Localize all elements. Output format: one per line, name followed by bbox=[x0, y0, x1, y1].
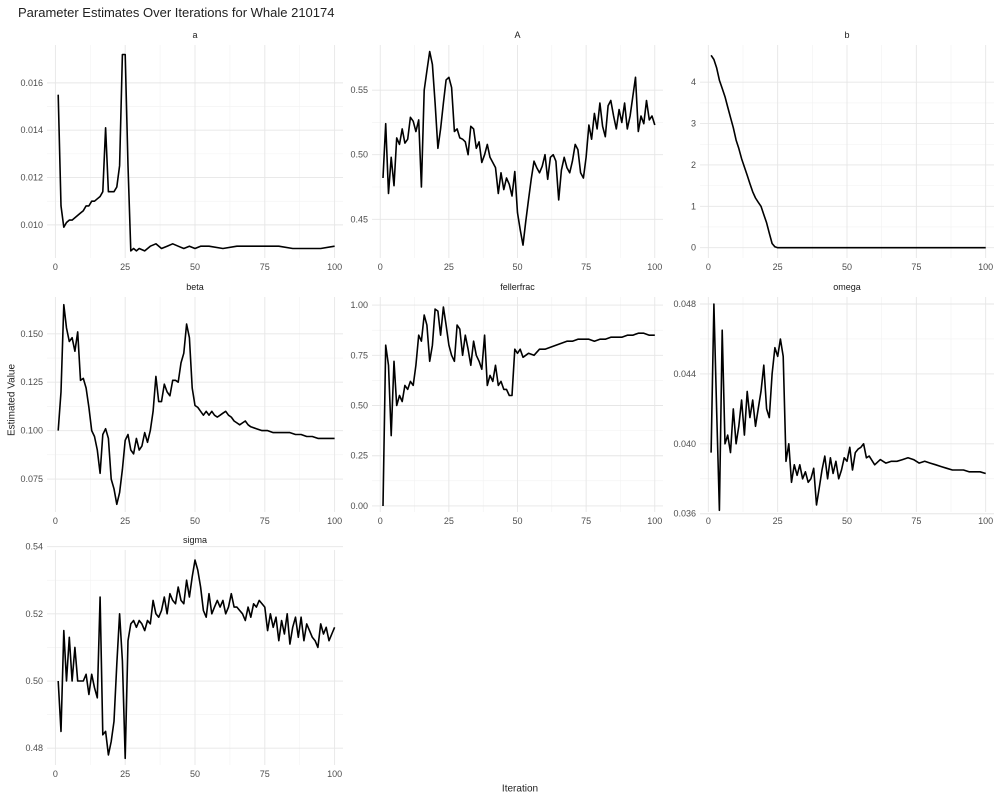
y-tick-label: 0.00 bbox=[350, 501, 368, 511]
panel-title: beta bbox=[186, 282, 204, 292]
y-tick-label: 0.125 bbox=[20, 377, 43, 387]
y-tick-label: 0.48 bbox=[25, 743, 43, 753]
x-tick-label: 0 bbox=[53, 262, 58, 272]
panel-beta: 0 25 50 75 100 0.075 0.100 0.125 0.150 beta bbox=[20, 282, 343, 526]
x-tick-label: 50 bbox=[512, 262, 522, 272]
x-tick-label: 25 bbox=[120, 516, 130, 526]
panel-b: 0 25 50 75 100 0 1 2 3 4 b bbox=[691, 30, 994, 272]
x-axis-label: Iteration bbox=[501, 783, 539, 795]
y-tick-label: 0.75 bbox=[350, 350, 368, 360]
y-tick-label: 0.150 bbox=[20, 329, 43, 339]
series-line-b bbox=[710, 54, 986, 249]
y-tick-label: 0.014 bbox=[20, 125, 43, 135]
y-tick-label: 0.044 bbox=[673, 369, 696, 379]
panel-title: b bbox=[844, 30, 849, 40]
series-line-beta bbox=[57, 303, 335, 506]
x-tick-label: 50 bbox=[512, 516, 522, 526]
y-tick-label: 0.50 bbox=[350, 150, 368, 160]
y-tick-label: 0.012 bbox=[20, 173, 43, 183]
panel-title: fellerfrac bbox=[500, 282, 535, 292]
x-tick-label: 25 bbox=[773, 262, 783, 272]
chart-title: Parameter Estimates Over Iterations for … bbox=[18, 5, 335, 20]
x-tick-label: 50 bbox=[190, 262, 200, 272]
y-tick-label: 0.016 bbox=[20, 78, 43, 88]
x-tick-label: 0 bbox=[706, 262, 711, 272]
x-tick-label: 75 bbox=[581, 262, 591, 272]
y-tick-label: 0.52 bbox=[25, 609, 43, 619]
series-line-fellerfrac bbox=[382, 306, 655, 507]
x-tick-label: 50 bbox=[842, 262, 852, 272]
y-tick-label: 1.00 bbox=[350, 300, 368, 310]
panel-title: a bbox=[192, 30, 197, 40]
y-tick-label: 0.50 bbox=[25, 676, 43, 686]
y-tick-label: 0.55 bbox=[350, 85, 368, 95]
x-tick-label: 100 bbox=[327, 516, 342, 526]
y-tick-label: 0.075 bbox=[20, 474, 43, 484]
x-tick-label: 50 bbox=[190, 516, 200, 526]
series-line-a bbox=[57, 53, 335, 252]
x-tick-label: 100 bbox=[647, 516, 662, 526]
panel-fellerfrac: 0 25 50 75 100 0.00 0.25 0.50 0.75 1.00 fellerfrac bbox=[350, 282, 663, 526]
x-tick-label: 25 bbox=[444, 516, 454, 526]
panel-title: A bbox=[514, 30, 520, 40]
panel-A: 0 25 50 75 100 0.45 0.50 0.55 A bbox=[350, 30, 663, 272]
y-tick-label: 0.100 bbox=[20, 426, 43, 436]
y-tick-label: 0.45 bbox=[350, 214, 368, 224]
y-tick-label: 0 bbox=[691, 243, 696, 253]
x-tick-label: 100 bbox=[327, 262, 342, 272]
x-tick-label: 0 bbox=[53, 769, 58, 779]
x-tick-label: 0 bbox=[378, 262, 383, 272]
x-tick-label: 50 bbox=[190, 769, 200, 779]
panel-a: 0 25 50 75 100 0.010 0.012 0.014 0.016 a bbox=[20, 30, 343, 272]
panel-omega: 0 25 50 75 100 0.036 0.040 0.044 0.048 omega bbox=[673, 282, 994, 526]
y-tick-label: 0.048 bbox=[673, 299, 696, 309]
x-tick-label: 25 bbox=[120, 769, 130, 779]
series-line-sigma bbox=[57, 559, 336, 760]
x-tick-label: 25 bbox=[120, 262, 130, 272]
y-tick-label: 1 bbox=[691, 201, 696, 211]
x-tick-label: 75 bbox=[911, 516, 921, 526]
x-tick-label: 25 bbox=[444, 262, 454, 272]
y-tick-label: 0.25 bbox=[350, 451, 368, 461]
x-tick-label: 75 bbox=[911, 262, 921, 272]
x-tick-label: 0 bbox=[53, 516, 58, 526]
x-tick-label: 100 bbox=[978, 516, 993, 526]
x-tick-label: 0 bbox=[706, 516, 711, 526]
y-tick-label: 0.54 bbox=[25, 542, 43, 552]
x-tick-label: 75 bbox=[260, 262, 270, 272]
y-tick-label: 0.040 bbox=[673, 439, 696, 449]
x-tick-label: 75 bbox=[260, 769, 270, 779]
x-tick-label: 100 bbox=[327, 769, 342, 779]
x-tick-label: 25 bbox=[773, 516, 783, 526]
panel-title: sigma bbox=[183, 535, 207, 545]
y-tick-label: 4 bbox=[691, 77, 696, 87]
x-tick-label: 50 bbox=[842, 516, 852, 526]
x-tick-label: 100 bbox=[647, 262, 662, 272]
x-tick-label: 0 bbox=[378, 516, 383, 526]
panel-sigma: 0 25 50 75 100 0.48 0.50 0.52 0.54 sigma bbox=[25, 535, 343, 779]
y-tick-label: 3 bbox=[691, 119, 696, 129]
x-tick-label: 75 bbox=[260, 516, 270, 526]
series-line-A bbox=[382, 50, 656, 246]
y-tick-label: 0.010 bbox=[20, 220, 43, 230]
series-line-omega bbox=[710, 303, 986, 512]
panel-title: omega bbox=[833, 282, 861, 292]
y-tick-label: 0.036 bbox=[673, 509, 696, 519]
x-tick-label: 75 bbox=[581, 516, 591, 526]
y-tick-label: 2 bbox=[691, 160, 696, 170]
x-tick-label: 100 bbox=[978, 262, 993, 272]
y-tick-label: 0.50 bbox=[350, 401, 368, 411]
